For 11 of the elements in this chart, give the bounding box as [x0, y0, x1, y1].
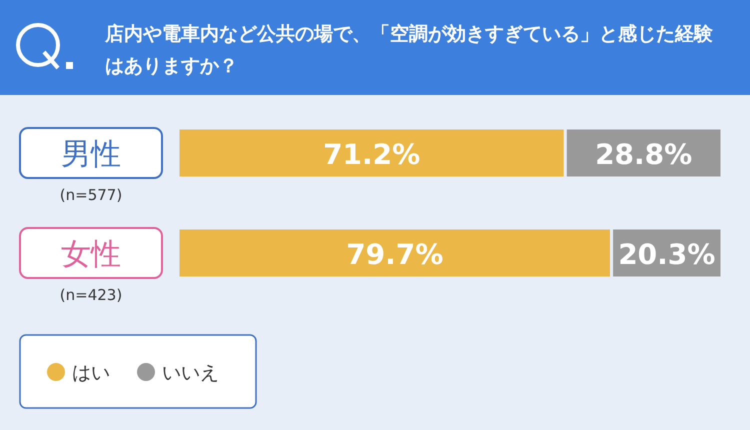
legend-label: いいえ: [162, 362, 219, 384]
text: (n=423): [60, 286, 122, 304]
chart-title: 店内や電車内など公共の場で、「空調が効きすぎている」と感じた経験はありますか？: [104, 23, 714, 77]
y-tick-label: 女性: [61, 237, 121, 272]
y-tick-label: 男性: [61, 137, 121, 172]
data-label: 28.8%: [595, 138, 692, 171]
legend-label: はい: [72, 362, 110, 384]
data-label: 71.2%: [323, 138, 420, 171]
data-label: 20.3%: [618, 238, 716, 271]
text: (n=577): [60, 186, 122, 204]
data-label: 79.7%: [346, 238, 444, 271]
